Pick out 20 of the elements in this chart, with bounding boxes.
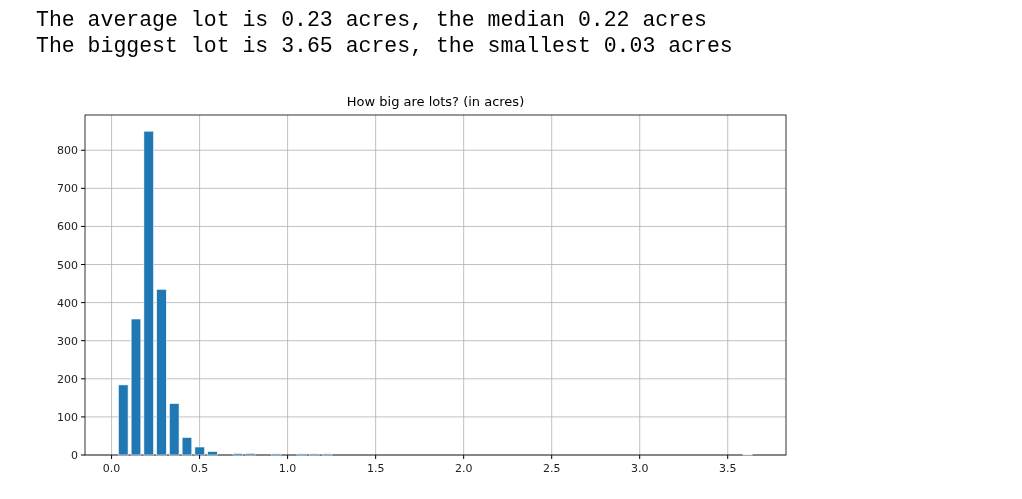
x-tick-label: 3.0 [630,462,649,475]
y-tick-label: 700 [57,182,78,196]
y-tick-label: 200 [57,372,78,386]
y-tick-label: 800 [57,144,78,158]
x-tick-label: 2.0 [454,462,473,475]
y-tick-label: 500 [57,258,78,272]
y-tick-label: 600 [57,220,78,234]
y-tick-label: 0 [71,449,78,462]
text: The biggest lot is 3.65 acres, the smallest 0.03 acres [36,34,733,58]
y-tick-label: 100 [57,410,78,424]
chart-title: How big are lots? (in acres) [346,94,525,109]
x-tick-label: 0.0 [102,462,121,475]
text: The average lot is 0.23 acres, the median 0.22 acres [36,8,707,32]
x-tick-label: 1.5 [366,462,385,475]
y-tick-label: 300 [57,334,78,348]
x-tick-label: 1.0 [278,462,297,475]
x-tick-label: 3.5 [718,462,737,475]
y-tick-label: 400 [57,296,78,310]
x-tick-label: 0.5 [190,462,209,475]
x-tick-label: 2.5 [542,462,561,475]
